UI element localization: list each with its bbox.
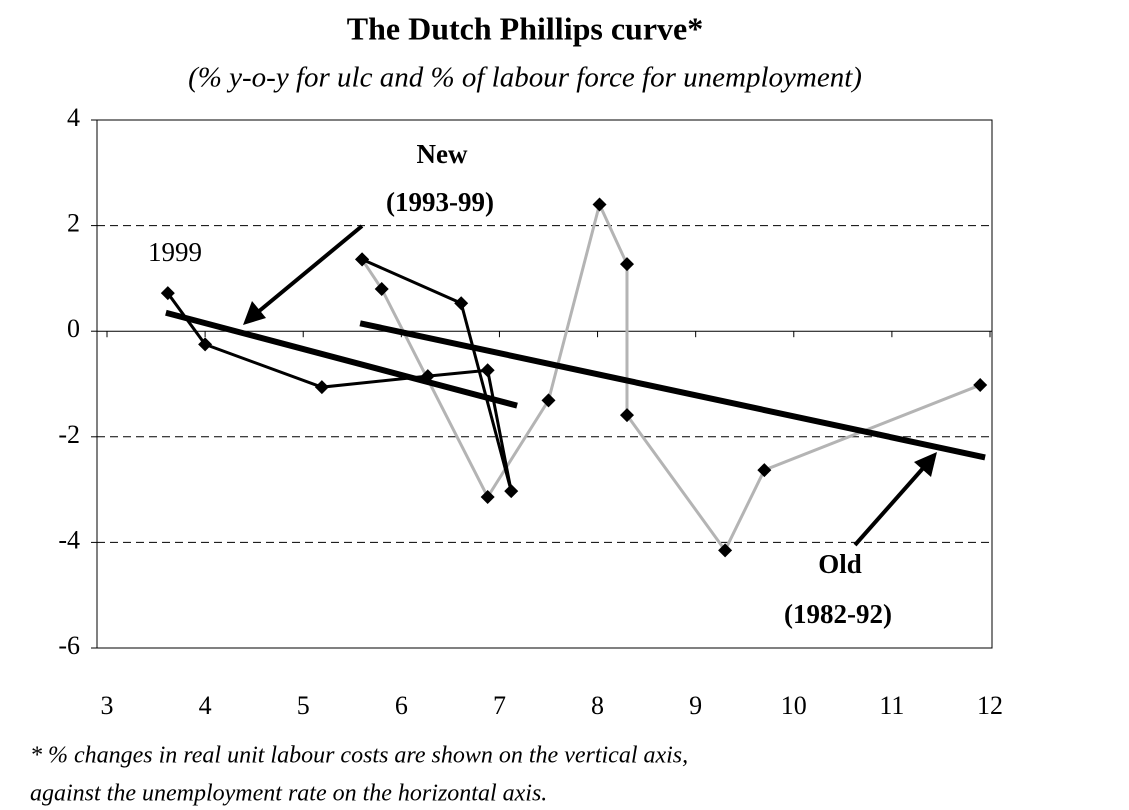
plot-frame: [96, 119, 993, 649]
data-point: [504, 484, 519, 499]
data-point: [198, 337, 213, 352]
x-tick-label: 9: [689, 691, 702, 720]
y-tick-label: -2: [58, 420, 80, 449]
annotation: (1982-92): [784, 599, 892, 629]
data-point: [355, 252, 370, 267]
x-tick-label: 6: [395, 691, 408, 720]
arrow: [243, 224, 364, 325]
data-point: [480, 363, 495, 378]
data-point: [541, 393, 556, 408]
footnote: * % changes in real unit labour costs ar…: [30, 743, 688, 769]
y-tick-label: 2: [67, 209, 80, 238]
annotation: 1999: [148, 237, 202, 267]
x-tick-label: 4: [199, 691, 212, 720]
x-tick-label: 7: [493, 691, 506, 720]
x-tick-label: 11: [879, 691, 904, 720]
x-tick-label: 8: [591, 691, 604, 720]
data-point: [973, 378, 988, 393]
data-point: [619, 257, 634, 272]
y-tick-label: 0: [67, 314, 80, 343]
chart-subtitle: (% y-o-y for ulc and % of labour force f…: [188, 62, 862, 94]
data-point: [718, 543, 733, 558]
y-tick-label: -4: [58, 525, 80, 554]
annotation: (1993-99): [386, 187, 494, 217]
data-point: [314, 380, 329, 395]
data-point: [420, 369, 435, 384]
data-point: [160, 286, 175, 301]
x-tick-label: 10: [781, 691, 807, 720]
data-point: [757, 463, 772, 478]
data-point: [480, 489, 495, 504]
trend-line: [359, 320, 986, 461]
data-point: [592, 197, 607, 212]
x-tick-label: 12: [977, 691, 1003, 720]
data-point: [619, 408, 634, 423]
annotation: Old: [818, 549, 862, 579]
series-line: [166, 258, 513, 492]
x-tick-label: 5: [297, 691, 310, 720]
annotation: New: [417, 139, 468, 169]
x-tick-label: 3: [101, 691, 114, 720]
y-tick-label: -6: [58, 631, 80, 660]
series-line: [360, 200, 981, 554]
chart-title: The Dutch Phillips curve*: [347, 10, 703, 46]
data-point: [454, 296, 469, 311]
footnote: against the unemployment rate on the hor…: [30, 781, 547, 807]
arrow: [853, 452, 937, 547]
trend-line: [165, 309, 518, 409]
data-point: [374, 281, 389, 296]
y-tick-label: 4: [67, 103, 80, 132]
